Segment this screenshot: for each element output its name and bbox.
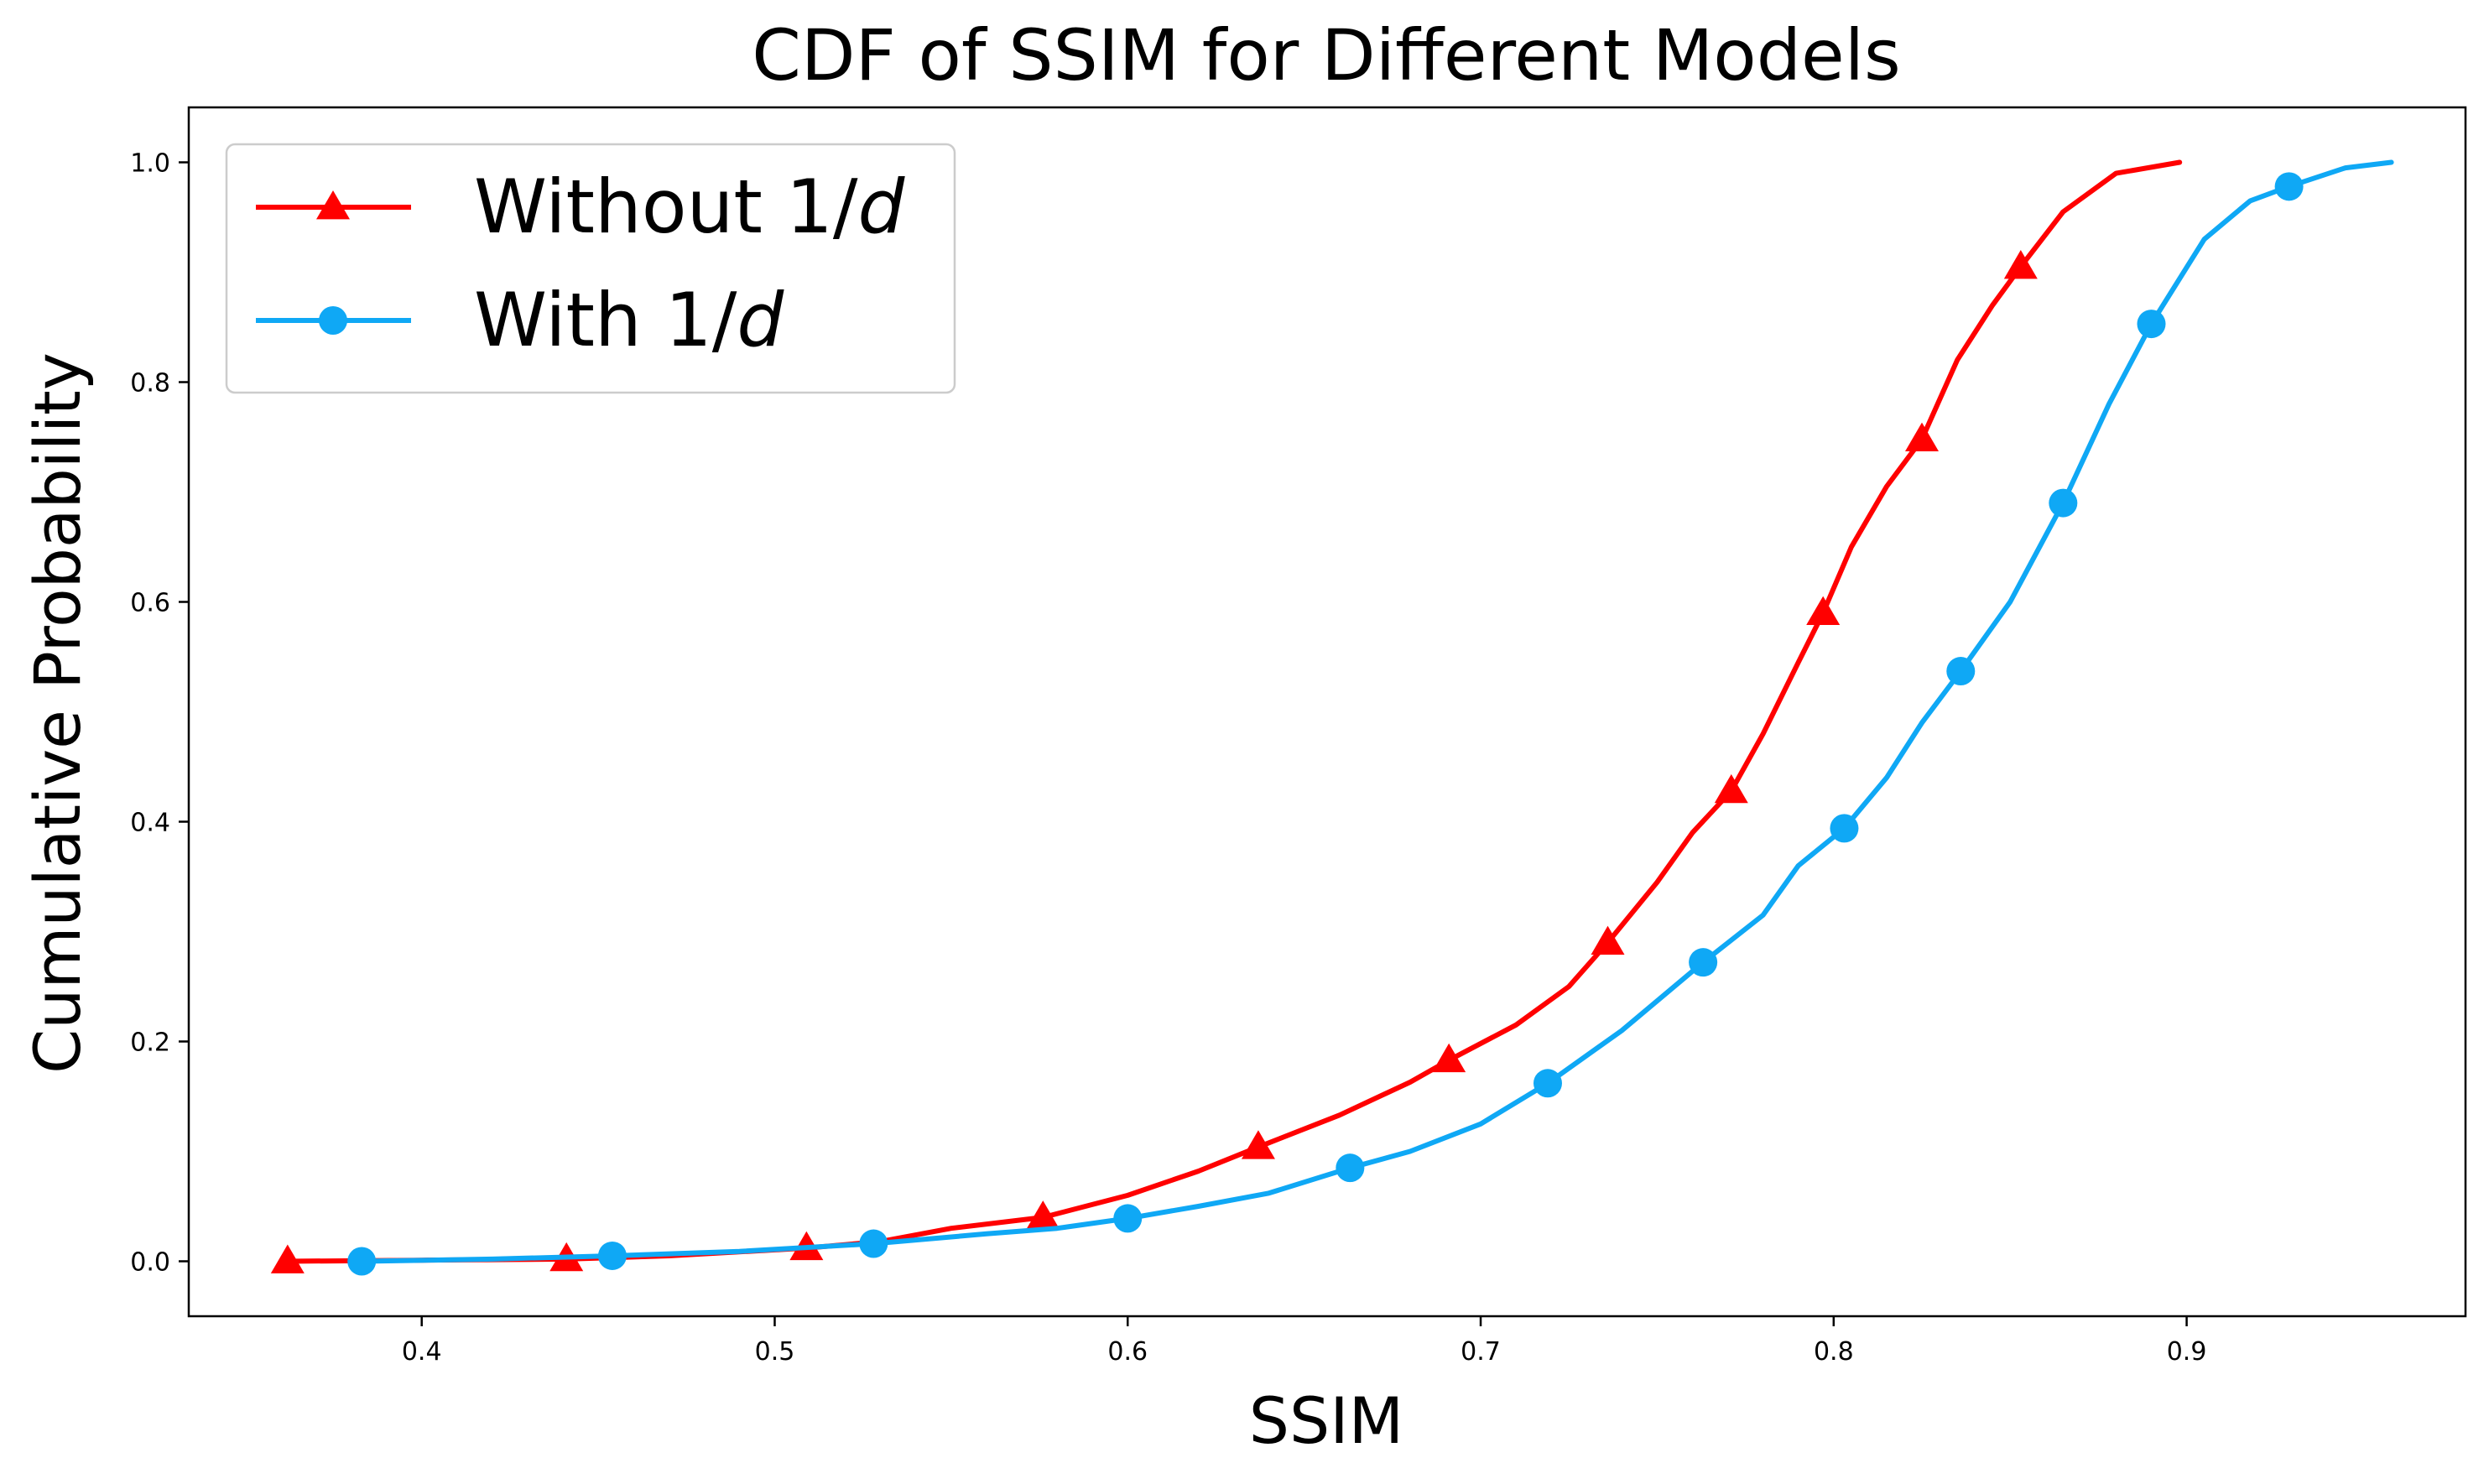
data-point-without-1-d [270, 1244, 305, 1273]
data-point-with-1-d [1946, 657, 1976, 686]
data-point-with-1-d [1336, 1153, 1365, 1183]
data-point-without-1-d [1026, 1200, 1060, 1230]
y-tick-label: 0.6 [130, 589, 170, 618]
x-tick-label: 0.7 [1461, 1337, 1501, 1367]
x-tick-label: 0.4 [402, 1337, 442, 1367]
data-point-without-1-d [2003, 249, 2038, 279]
y-tick-label: 0.0 [130, 1248, 170, 1278]
series-layer [270, 159, 2394, 1276]
x-tick-label: 0.8 [1814, 1337, 1854, 1367]
legend-item-with-1-d: With 1/d [256, 277, 784, 363]
data-point-with-1-d [1689, 948, 1718, 977]
data-point-with-1-d [2274, 172, 2304, 201]
legend-label: Without 1/d [474, 164, 906, 250]
x-tick-label: 0.6 [1107, 1337, 1148, 1367]
y-tick-label: 0.2 [130, 1028, 170, 1058]
data-point-without-1-d [1432, 1043, 1466, 1073]
data-point-without-1-d [1905, 422, 1940, 452]
legend-swatch-marker [319, 306, 347, 335]
y-tick-label: 0.4 [130, 809, 170, 838]
legend-label: With 1/d [474, 277, 784, 363]
legend-label-text: Without 1/ [474, 164, 858, 250]
x-tick-label: 0.9 [2167, 1337, 2207, 1367]
data-point-with-1-d [597, 1241, 627, 1270]
legend-label-italic: d [737, 277, 784, 363]
x-axis-label: SSIM [1249, 1383, 1403, 1458]
data-point-with-1-d [859, 1229, 888, 1258]
chart-title: CDF of SSIM for Different Models [752, 14, 1901, 96]
data-point-without-1-d [1591, 925, 1625, 955]
series-with-1-d [347, 159, 2394, 1276]
data-point-with-1-d [2137, 310, 2166, 339]
y-axis: 0.0 0.2 0.4 0.6 0.8 1.0 [130, 149, 189, 1278]
plot-frame [187, 106, 2467, 1318]
data-point-with-1-d [1533, 1069, 1562, 1098]
data-point-without-1-d [1806, 596, 1841, 625]
data-point-without-1-d [1714, 773, 1748, 804]
legend-swatch-marker [316, 190, 350, 220]
y-tick-label: 0.8 [130, 369, 170, 398]
legend-label-text: With 1/ [474, 277, 737, 363]
data-point-with-1-d [2049, 488, 2078, 518]
data-point-with-1-d [347, 1247, 377, 1276]
y-axis-label: Cumulative Probability [20, 352, 95, 1074]
x-tick-label: 0.5 [755, 1337, 795, 1367]
legend-item-without-1-d: Without 1/d [256, 164, 906, 250]
data-point-with-1-d [1830, 814, 1859, 843]
series-without-1-d [270, 159, 2183, 1273]
x-axis: 0.4 0.5 0.6 0.7 0.8 0.9 [402, 1316, 2207, 1367]
data-point-with-1-d [1113, 1204, 1143, 1233]
legend-label-italic: d [858, 164, 906, 250]
series-line-without-1-d [284, 159, 2183, 1264]
y-tick-label: 1.0 [130, 149, 170, 179]
data-point-without-1-d [1241, 1130, 1275, 1159]
